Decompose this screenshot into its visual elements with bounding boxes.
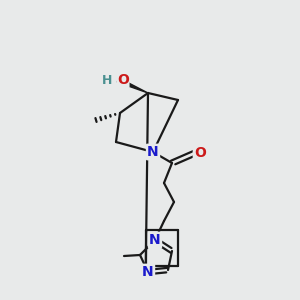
Text: N: N (147, 145, 159, 159)
Text: O: O (117, 73, 129, 87)
Text: N: N (142, 265, 154, 279)
Polygon shape (117, 78, 148, 93)
Text: O: O (194, 146, 206, 160)
Text: H: H (102, 74, 112, 86)
Text: N: N (149, 233, 161, 247)
